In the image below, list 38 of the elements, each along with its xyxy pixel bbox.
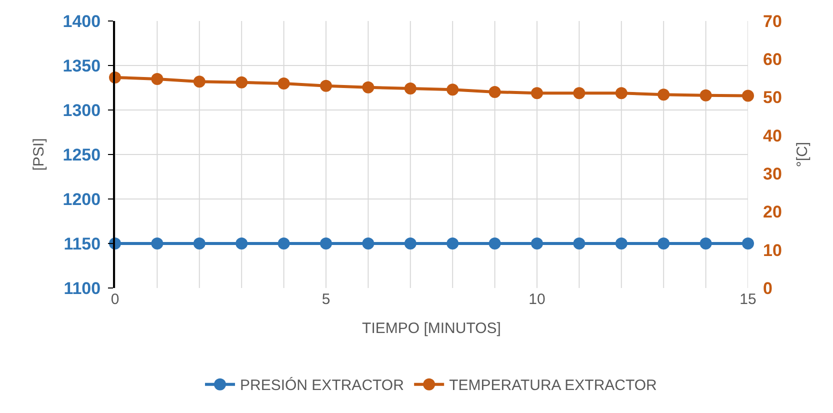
y-tick-label: 1350 bbox=[62, 56, 101, 76]
point bbox=[658, 88, 670, 101]
y2-tick-label: 70 bbox=[763, 12, 782, 31]
y2-tick-label: 60 bbox=[763, 50, 782, 70]
y2-tick-label: 50 bbox=[763, 88, 782, 108]
x-axis-title: TIEMPO [MINUTOS] bbox=[362, 320, 501, 337]
point bbox=[700, 89, 712, 102]
y-tick-label: 1100 bbox=[64, 278, 101, 298]
point bbox=[151, 72, 164, 85]
point bbox=[404, 82, 416, 95]
y2-tick-label: 30 bbox=[763, 164, 782, 184]
y2-tick-label: 20 bbox=[763, 202, 782, 222]
legend-label: PRESIÓN EXTRACTOR bbox=[240, 376, 404, 394]
x-tick-label: 0 bbox=[110, 291, 120, 308]
y-tick-label: 1400 bbox=[62, 12, 101, 31]
point bbox=[320, 80, 332, 92]
point bbox=[573, 87, 586, 100]
point bbox=[193, 76, 206, 88]
y-axis-title: [PSI] bbox=[30, 138, 48, 171]
x-tick-label: 5 bbox=[322, 291, 330, 308]
y-tick-label: 1250 bbox=[62, 145, 101, 164]
y-tick-label: 1300 bbox=[62, 100, 101, 120]
y-tick-label: 1150 bbox=[64, 234, 101, 254]
point bbox=[531, 87, 543, 100]
y2-tick-label: 10 bbox=[763, 240, 782, 260]
y2-tick-label: 40 bbox=[763, 126, 782, 146]
legend-label: TEMPERATURA EXTRACTOR bbox=[449, 377, 658, 394]
point bbox=[615, 87, 628, 100]
point bbox=[278, 78, 290, 90]
point bbox=[362, 81, 374, 94]
x-tick-label: 15 bbox=[740, 291, 756, 308]
point bbox=[488, 86, 501, 98]
x-tick-label: 10 bbox=[528, 291, 546, 308]
point bbox=[742, 90, 754, 102]
point bbox=[236, 76, 248, 88]
y-tick-label: 1200 bbox=[62, 190, 101, 209]
point bbox=[446, 84, 459, 96]
y2-axis-title: °[C] bbox=[794, 142, 811, 168]
